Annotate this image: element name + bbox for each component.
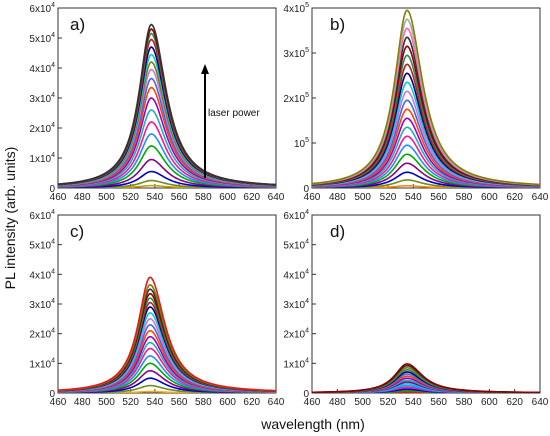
laser-power-annotation: laser power [208, 108, 260, 119]
y-axis-title: PL intensity (arb. units) [2, 147, 18, 290]
y-tick-label: 1x104 [283, 357, 309, 370]
panel-label: b) [330, 15, 345, 34]
x-tick-label: 460 [50, 192, 67, 203]
x-tick-label: 560 [430, 192, 447, 203]
y-tick-label: 1x104 [29, 357, 55, 370]
arrow-head-icon [201, 64, 209, 74]
y-tick-label: 3x105 [283, 47, 309, 60]
series-line [58, 23, 276, 186]
series-group [312, 9, 540, 188]
y-tick-label: 2x104 [29, 328, 55, 341]
y-tick-label: 0 [303, 184, 309, 195]
y-tick-label: 3x104 [283, 298, 309, 311]
x-tick-label: 580 [195, 192, 212, 203]
y-tick-label: 4x104 [29, 268, 55, 281]
series-line [312, 72, 540, 187]
plot-frame [311, 214, 541, 394]
x-tick-label: 520 [122, 192, 139, 203]
y-tick-label: 5x104 [29, 239, 55, 252]
y-tick-label: 5x104 [283, 239, 309, 252]
panel-label: a) [70, 15, 85, 34]
x-tick-label: 640 [268, 192, 285, 203]
series-group [312, 363, 540, 393]
x-tick-label: 460 [50, 397, 67, 408]
chart-panel: 460 480 500 520 540 560 580 600 620 640 0 105 2x105 3… [283, 2, 548, 203]
x-tick-label: 540 [405, 397, 422, 408]
series-line [312, 9, 540, 186]
series-line [312, 363, 540, 393]
x-tick-label: 580 [195, 397, 212, 408]
y-tick-label: 3x104 [29, 92, 55, 105]
chart-panel: 460 480 500 520 540 560 580 600 620 640 0 1x104 2x10… [283, 209, 548, 408]
x-tick-label: 600 [481, 192, 498, 203]
x-tick-label: 580 [456, 192, 473, 203]
x-tick-label: 480 [329, 397, 346, 408]
x-tick-label: 600 [219, 397, 236, 408]
y-tick-label: 6x104 [283, 209, 309, 222]
x-tick-label: 640 [532, 192, 549, 203]
y-tick-label: 2x104 [283, 328, 309, 341]
y-tick-label: 0 [303, 389, 309, 400]
x-tick-label: 500 [354, 397, 371, 408]
x-tick-label: 620 [506, 192, 523, 203]
x-tick-label: 560 [430, 397, 447, 408]
y-tick-label: 105 [294, 137, 309, 150]
y-tick-label: 3x104 [29, 298, 55, 311]
x-tick-label: 620 [506, 397, 523, 408]
x-tick-label: 540 [147, 397, 164, 408]
y-tick-label: 5x104 [29, 32, 55, 45]
x-tick-label: 520 [380, 192, 397, 203]
series-line [58, 306, 276, 393]
x-tick-label: 480 [329, 192, 346, 203]
x-tick-label: 500 [98, 397, 115, 408]
y-tick-label: 2x105 [283, 92, 309, 105]
panels: 460 480 500 520 540 560 580 600 620 640 0 1x104 2x10… [29, 2, 548, 408]
x-tick-label: 540 [405, 192, 422, 203]
x-axis-title: wavelength (nm) [260, 416, 365, 432]
chart-panel: 460 480 500 520 540 560 580 600 620 640 0 1x104 2x10… [29, 209, 284, 408]
y-tick-label: 0 [49, 184, 55, 195]
x-tick-label: 460 [304, 397, 321, 408]
x-tick-label: 560 [171, 192, 188, 203]
y-tick-label: 4x105 [283, 2, 309, 15]
x-tick-label: 500 [354, 192, 371, 203]
chart-panel: 460 480 500 520 540 560 580 600 620 640 0 1x104 2x10… [29, 2, 284, 203]
x-tick-label: 640 [268, 397, 285, 408]
x-tick-label: 600 [219, 192, 236, 203]
series-group [58, 23, 276, 188]
x-tick-label: 480 [74, 192, 91, 203]
series-line [58, 312, 276, 393]
y-tick-label: 1x104 [29, 152, 55, 165]
x-tick-label: 560 [171, 397, 188, 408]
y-tick-label: 4x104 [29, 62, 55, 75]
y-tick-label: 4x104 [283, 268, 309, 281]
y-tick-label: 6x104 [29, 209, 55, 222]
x-tick-label: 500 [98, 192, 115, 203]
x-tick-label: 540 [147, 192, 164, 203]
x-tick-label: 580 [456, 397, 473, 408]
x-tick-label: 480 [74, 397, 91, 408]
series-group [58, 276, 276, 393]
x-tick-label: 520 [380, 397, 397, 408]
x-tick-label: 520 [122, 397, 139, 408]
y-tick-label: 0 [49, 389, 55, 400]
panel-label: d) [330, 222, 345, 241]
x-tick-label: 640 [532, 397, 549, 408]
x-tick-label: 460 [304, 192, 321, 203]
x-tick-label: 600 [481, 397, 498, 408]
series-line [58, 276, 276, 392]
x-tick-label: 620 [243, 192, 260, 203]
x-tick-label: 620 [243, 397, 260, 408]
y-tick-label: 6x104 [29, 2, 55, 15]
y-tick-label: 2x104 [29, 122, 55, 135]
panel-label: c) [70, 222, 84, 241]
